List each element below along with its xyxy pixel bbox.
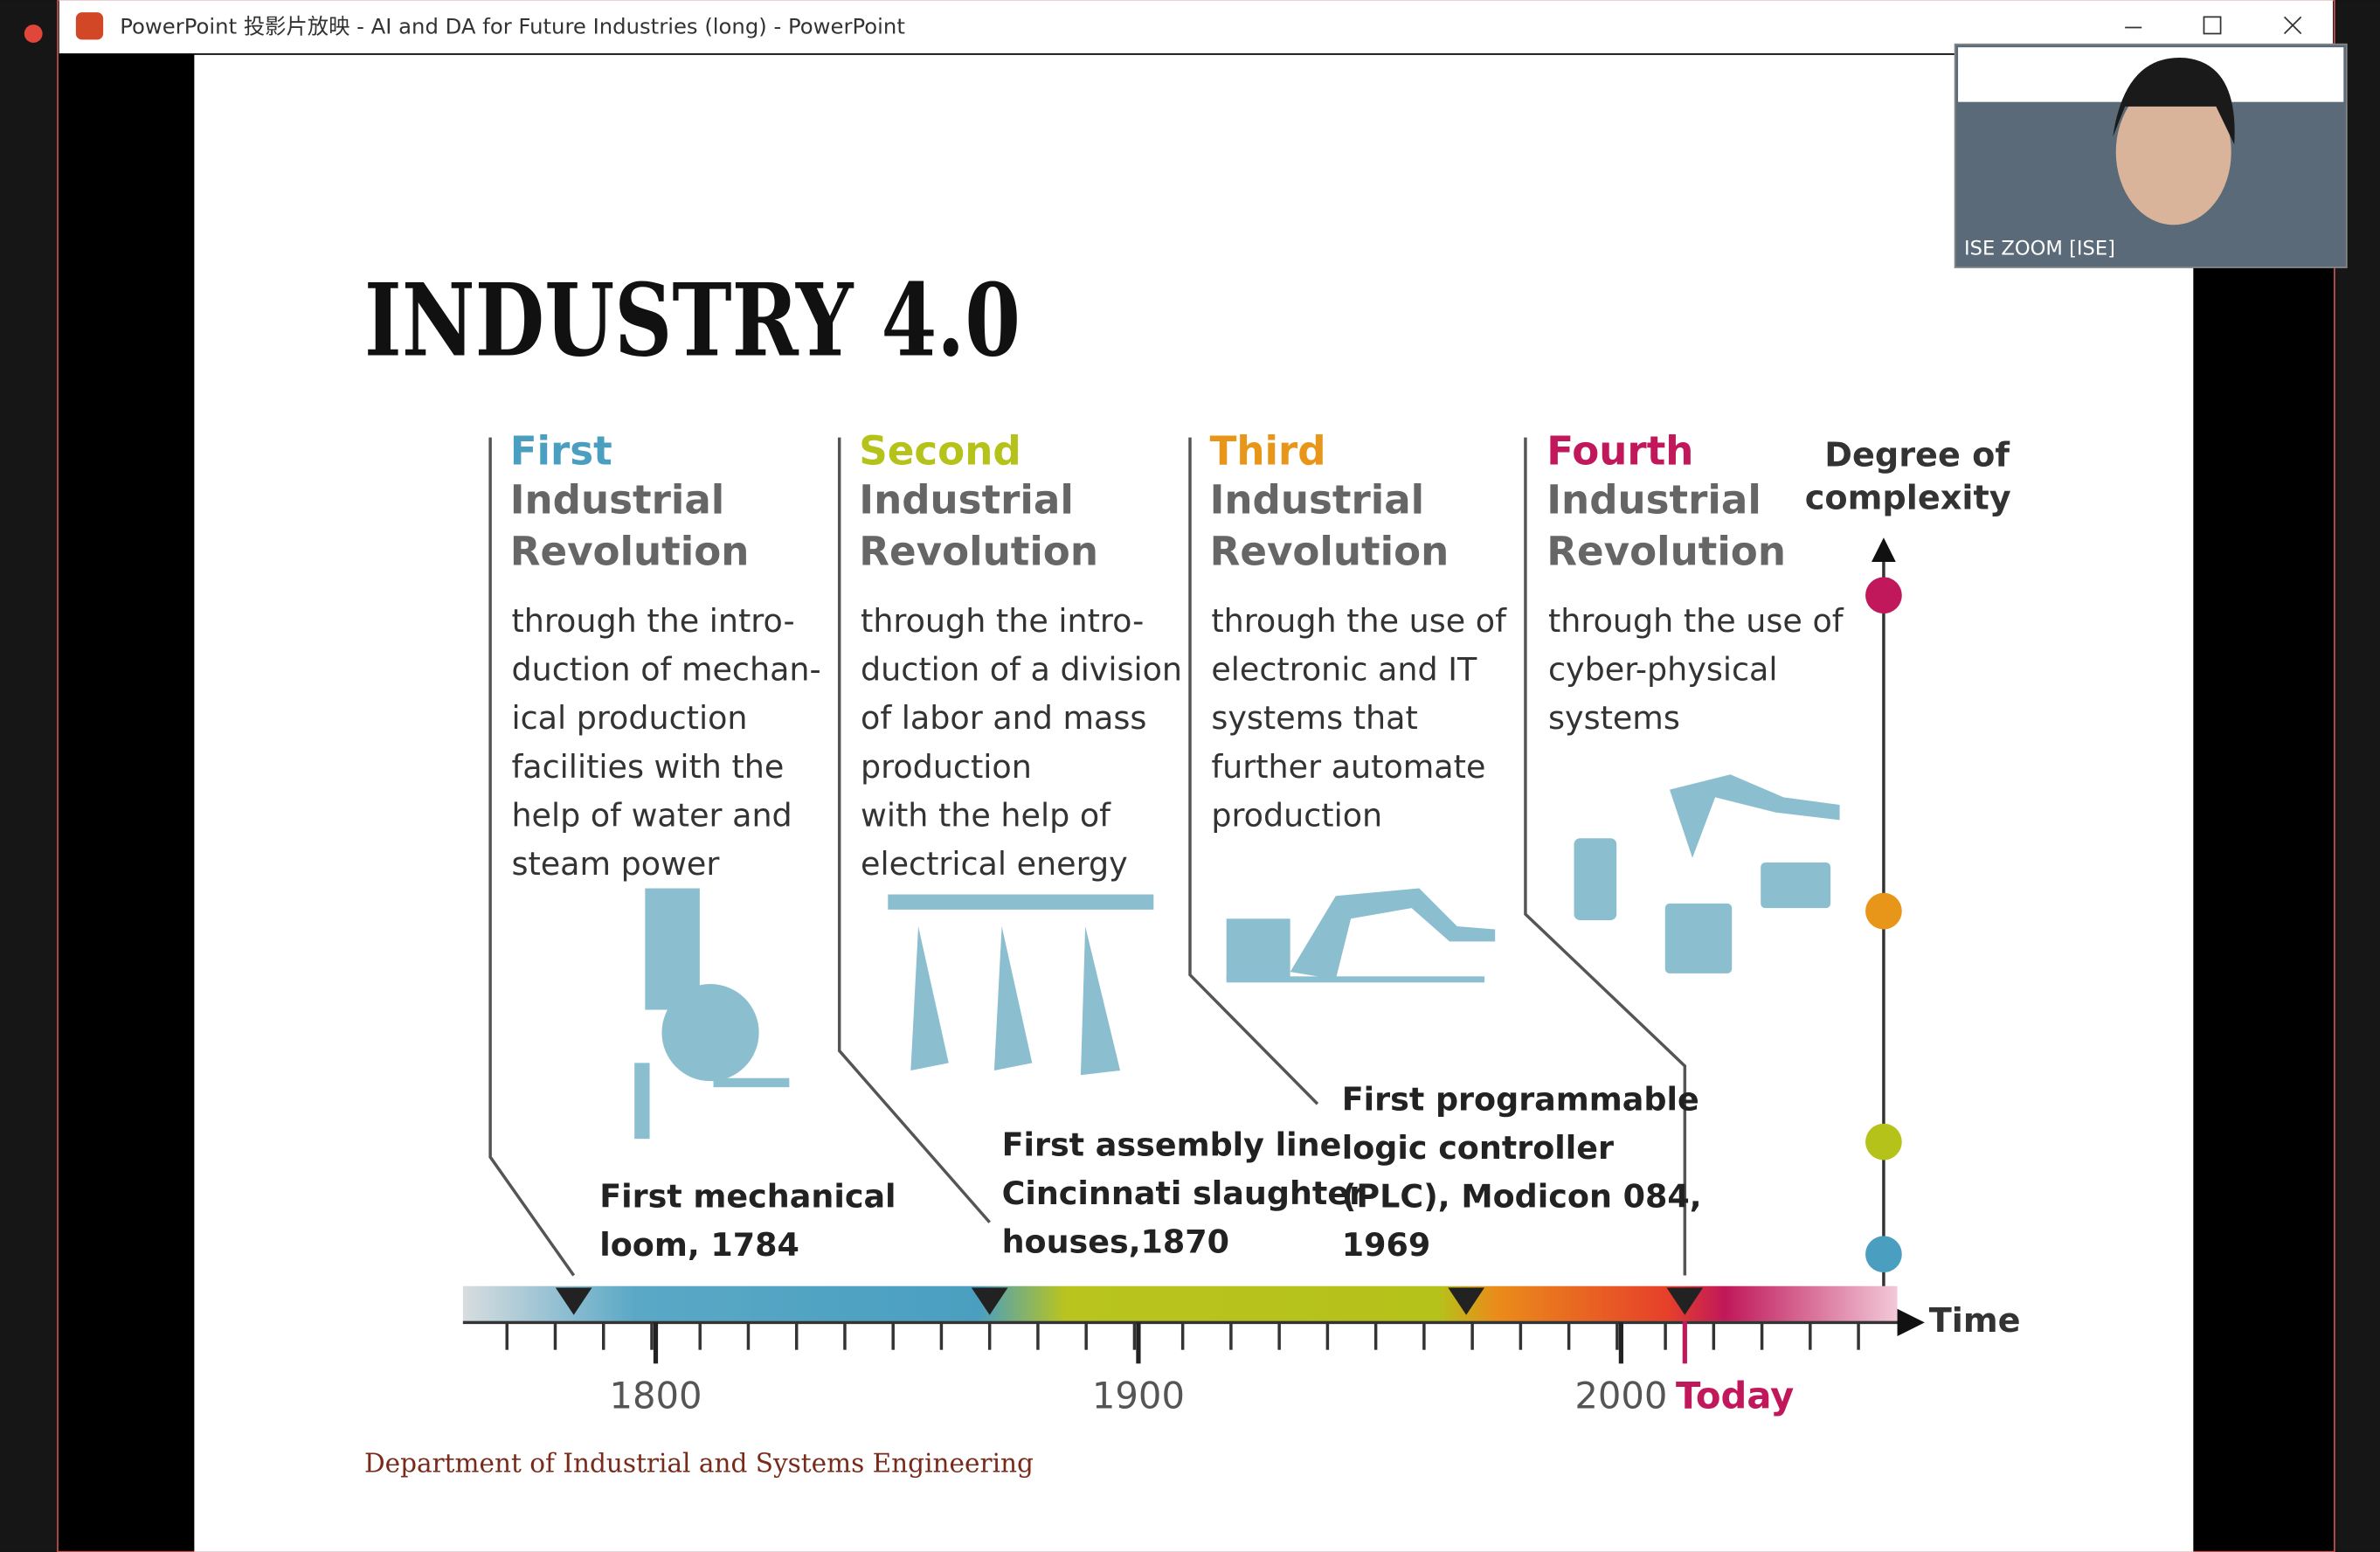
timeline-arrow xyxy=(1897,1308,1925,1337)
revolution-description: electrical energy xyxy=(861,845,1128,883)
complexity-arrow xyxy=(1871,537,1896,563)
revolution-name: Revolution xyxy=(510,528,750,574)
revolution-name: Industrial xyxy=(1210,476,1425,523)
event-label: Cincinnati slaughter xyxy=(1002,1174,1366,1212)
event-label: logic controller xyxy=(1342,1129,1614,1167)
revolution-description: duction of a division xyxy=(861,651,1182,689)
level-dot xyxy=(1865,1236,1902,1273)
revolution-description: with the help of xyxy=(861,796,1111,834)
revolution-description: duction of mechan- xyxy=(511,651,820,689)
record-indicator xyxy=(24,24,43,43)
year-label: 1800 xyxy=(609,1374,702,1417)
revolution-name: Industrial xyxy=(1546,476,1761,523)
revolution-description: help of water and xyxy=(511,796,792,834)
event-label: houses,1870 xyxy=(1002,1223,1229,1261)
event-label: First programmable xyxy=(1342,1080,1699,1118)
revolution-description: through the intro- xyxy=(861,602,1144,640)
revolution-description: through the intro- xyxy=(511,602,794,640)
revolution-ordinal: Fourth xyxy=(1546,428,1693,475)
revolution-description: through the use of xyxy=(1211,602,1507,640)
time-label: Time xyxy=(1929,1302,2021,1341)
close-button[interactable] xyxy=(2283,16,2302,35)
revolution-description: of labor and mass xyxy=(861,699,1146,737)
revolution-name: Industrial xyxy=(859,476,1074,523)
event-label: First assembly line xyxy=(1002,1126,1342,1163)
window-title: PowerPoint 投影片放映 - AI and DA for Future … xyxy=(120,14,905,39)
app-icon xyxy=(75,12,104,40)
level-dot xyxy=(1865,892,1902,930)
revolution-description: ical production xyxy=(511,699,747,737)
revolution-name: Revolution xyxy=(1210,528,1449,574)
title-bar xyxy=(59,0,2334,54)
revolution-description: systems xyxy=(1548,699,1680,737)
revolution-ordinal: First xyxy=(510,428,612,475)
event-markers xyxy=(555,1287,1704,1315)
revolution-name: Industrial xyxy=(510,476,725,523)
event-label: First mechanical xyxy=(599,1177,896,1215)
participant-name: ISE ZOOM [ISE] xyxy=(1964,238,2115,260)
revolution-description: through the use of xyxy=(1548,602,1844,640)
level-dot xyxy=(1865,577,1902,614)
footer: Department of Industrial and Systems Eng… xyxy=(364,1449,1034,1479)
revolution-description: further automate xyxy=(1211,748,1485,786)
video-hair xyxy=(2113,58,2235,145)
revolution-description: systems that xyxy=(1211,699,1418,737)
video-person xyxy=(2115,79,2231,225)
illustrations xyxy=(634,774,1840,1140)
event-label: loom, 1784 xyxy=(599,1226,799,1264)
complexity-label: Degree of xyxy=(1824,437,2010,475)
revolution-description: production xyxy=(1211,796,1382,834)
complexity-label: complexity xyxy=(1805,479,2011,517)
year-label: 2000 xyxy=(1574,1374,1667,1417)
revolution-description: electronic and IT xyxy=(1211,651,1477,689)
revolution-name: Revolution xyxy=(1546,528,1786,574)
revolution-description: production xyxy=(861,748,1032,786)
dividers xyxy=(488,437,1687,1277)
slide-title: INDUSTRY 4.0 xyxy=(364,263,1020,380)
revolution-ordinal: Second xyxy=(859,428,1020,475)
timeline-bar xyxy=(462,1285,1898,1321)
event-label: 1969 xyxy=(1342,1226,1431,1264)
today-label: Today xyxy=(1676,1374,1794,1417)
revolution-name: Revolution xyxy=(859,528,1098,574)
revolution-description: steam power xyxy=(511,845,719,883)
revolution-ordinal: Third xyxy=(1210,428,1326,475)
year-label: 1900 xyxy=(1092,1374,1185,1417)
maximize-button[interactable] xyxy=(2203,16,2222,35)
event-label: (PLC), Modicon 084, xyxy=(1342,1177,1702,1215)
revolution-description: cyber-physical xyxy=(1548,651,1778,689)
level-dot xyxy=(1865,1123,1902,1161)
revolution-description: facilities with the xyxy=(511,748,784,786)
